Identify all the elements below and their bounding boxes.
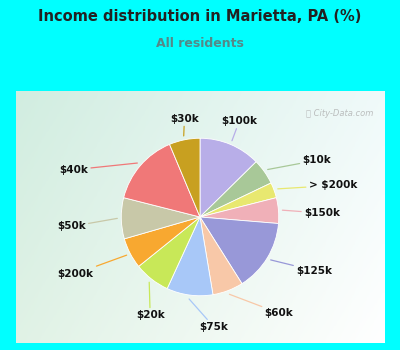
Text: Income distribution in Marietta, PA (%): Income distribution in Marietta, PA (%) (38, 9, 362, 24)
Wedge shape (200, 183, 276, 217)
Text: $200k: $200k (58, 255, 127, 279)
Wedge shape (121, 198, 200, 239)
Wedge shape (167, 217, 213, 296)
Wedge shape (200, 138, 256, 217)
Text: $20k: $20k (136, 282, 164, 321)
Text: $100k: $100k (221, 116, 257, 141)
Text: ⓘ City-Data.com: ⓘ City-Data.com (306, 108, 373, 118)
Text: $30k: $30k (170, 113, 199, 136)
Wedge shape (200, 162, 271, 217)
Wedge shape (139, 217, 200, 289)
Text: $10k: $10k (268, 155, 331, 169)
Text: $60k: $60k (230, 294, 293, 318)
Wedge shape (200, 217, 242, 295)
Text: $75k: $75k (189, 299, 229, 332)
Wedge shape (124, 144, 200, 217)
Text: $150k: $150k (282, 208, 340, 218)
Wedge shape (200, 198, 279, 224)
Text: $125k: $125k (271, 260, 332, 275)
Text: $50k: $50k (57, 218, 117, 231)
Text: $40k: $40k (59, 163, 137, 175)
Wedge shape (170, 138, 200, 217)
Wedge shape (200, 217, 278, 284)
Wedge shape (124, 217, 200, 266)
Text: > $200k: > $200k (278, 181, 357, 190)
Text: All residents: All residents (156, 37, 244, 50)
